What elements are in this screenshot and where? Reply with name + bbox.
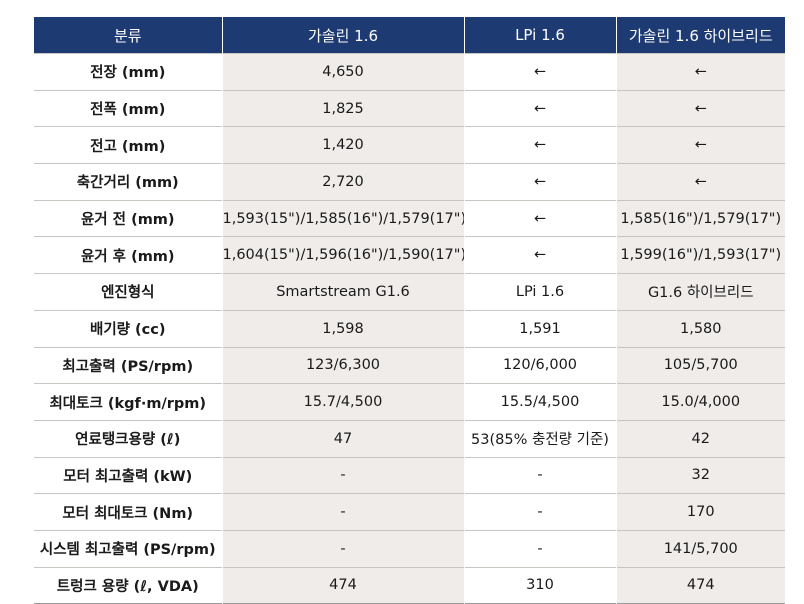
row-label: 시스템 최고출력 (PS/rpm) (34, 530, 222, 568)
lpi-value: ← (463, 236, 616, 274)
gasoline-value: 1,604(15")/1,596(16")/1,590(17") (221, 236, 464, 274)
hybrid-value: 474 (615, 567, 785, 604)
row-label: 트렁크 용량 (ℓ, VDA) (34, 567, 222, 604)
hybrid-value: ← (615, 163, 785, 201)
lpi-value: 310 (463, 567, 616, 604)
table-row: 모터 최대토크 (Nm) - -170 (34, 493, 785, 531)
header-hybrid: 가솔린 1.6 하이브리드 (616, 17, 785, 54)
gasoline-value: 123/6,300 (221, 347, 464, 384)
gasoline-value: 1,420 (221, 126, 464, 164)
row-label: 윤거 전 (mm) (34, 200, 222, 237)
hybrid-value: 1,599(16")/1,593(17") (615, 236, 785, 274)
lpi-value: - (463, 457, 616, 494)
row-label: 모터 최고출력 (kW) (34, 457, 222, 494)
header-gasoline: 가솔린 1.6 (222, 17, 465, 54)
table-row: 전장 (mm) 4,650 ← ← (34, 53, 785, 91)
lpi-value: ← (463, 200, 616, 237)
hybrid-value: 105/5,700 (615, 347, 785, 384)
gasoline-value: 4,650 (221, 53, 464, 91)
hybrid-value: 1,580 (615, 310, 785, 347)
lpi-value: ← (463, 126, 616, 164)
hybrid-value: ← (615, 90, 785, 127)
table-row: 트렁크 용량 (ℓ, VDA) 474 310 474 (34, 567, 785, 604)
lpi-value: 1,591 (463, 310, 616, 347)
row-label: 전폭 (mm) (34, 90, 222, 127)
row-label: 최대토크 (kgf·m/rpm) (34, 383, 222, 421)
lpi-value: - (463, 493, 616, 531)
table-row: 최대토크 (kgf·m/rpm) 15.7/4,500 15.5/4,500 15.0… (34, 383, 785, 421)
header-lpi: LPi 1.6 (464, 17, 617, 54)
row-label: 전장 (mm) (34, 53, 222, 91)
row-label: 배기량 (cc) (34, 310, 222, 347)
hybrid-value: 1,585(16")/1,579(17") (615, 200, 785, 237)
hybrid-value: 42 (615, 420, 785, 458)
table-row: 연료탱크용량 (ℓ) 47 53(85% 충전량 기준) 42 (34, 420, 785, 458)
hybrid-value: ← (615, 126, 785, 164)
hybrid-value: G1.6 하이브리드 (615, 273, 785, 311)
hybrid-value: 141/5,700 (615, 530, 785, 568)
lpi-value: ← (463, 53, 616, 91)
gasoline-value: 2,720 (221, 163, 464, 201)
spec-table: 분류 가솔린 1.6 LPi 1.6 가솔린 1.6 하이브리드 전장 (mm)… (34, 17, 785, 604)
table-row: 축간거리 (mm) 2,720 ← ← (34, 163, 785, 201)
gasoline-value: 1,593(15")/1,585(16")/1,579(17") (221, 200, 464, 237)
hybrid-value: 15.0/4,000 (615, 383, 785, 421)
gasoline-value: 15.7/4,500 (221, 383, 464, 421)
gasoline-value: 474 (221, 567, 464, 604)
row-label: 최고출력 (PS/rpm) (34, 347, 222, 384)
row-label: 윤거 후 (mm) (34, 236, 222, 274)
lpi-value: 53(85% 충전량 기준) (463, 420, 616, 458)
lpi-value: 15.5/4,500 (463, 383, 616, 421)
table-row: 윤거 전 (mm) 1,593(15")/1,585(16")/1,579(17"… (34, 200, 785, 237)
table-row: 시스템 최고출력 (PS/rpm) - -141/5,700 (34, 530, 785, 568)
gasoline-value: 47 (221, 420, 464, 458)
gasoline-value: - (221, 493, 464, 531)
table-row: 전고 (mm) 1,420 ← ← (34, 126, 785, 164)
lpi-value: - (463, 530, 616, 568)
row-label: 엔진형식 (34, 273, 222, 311)
gasoline-value: Smartstream G1.6 (221, 273, 464, 311)
row-label: 전고 (mm) (34, 126, 222, 164)
table-row: 배기량 (cc) 1,598 1,591 1,580 (34, 310, 785, 347)
gasoline-value: - (221, 457, 464, 494)
header-category: 분류 (34, 17, 223, 54)
gasoline-value: - (221, 530, 464, 568)
header-row: 분류 가솔린 1.6 LPi 1.6 가솔린 1.6 하이브리드 (34, 17, 785, 54)
lpi-value: 120/6,000 (463, 347, 616, 384)
table-row: 최고출력 (PS/rpm) 123/6,300 120/6,000 105/5,700 (34, 347, 785, 384)
lpi-value: LPi 1.6 (463, 273, 616, 311)
row-label: 축간거리 (mm) (34, 163, 222, 201)
hybrid-value: 32 (615, 457, 785, 494)
table-row: 전폭 (mm) 1,825 ← ← (34, 90, 785, 127)
hybrid-value: ← (615, 53, 785, 91)
row-label: 연료탱크용량 (ℓ) (34, 420, 222, 458)
table-row: 윤거 후 (mm) 1,604(15")/1,596(16")/1,590(17"… (34, 236, 785, 274)
gasoline-value: 1,825 (221, 90, 464, 127)
lpi-value: ← (463, 163, 616, 201)
table-row: 모터 최고출력 (kW) - -32 (34, 457, 785, 494)
gasoline-value: 1,598 (221, 310, 464, 347)
hybrid-value: 170 (615, 493, 785, 531)
row-label: 모터 최대토크 (Nm) (34, 493, 222, 531)
spec-table-body: 전장 (mm) 4,650 ← ← 전폭 (mm) 1,825 ← ← 전고 (mm) 1,420… (34, 53, 785, 604)
table-row: 엔진형식 Smartstream G1.6 LPi 1.6 G1.6 하이브리드 (34, 273, 785, 311)
lpi-value: ← (463, 90, 616, 127)
